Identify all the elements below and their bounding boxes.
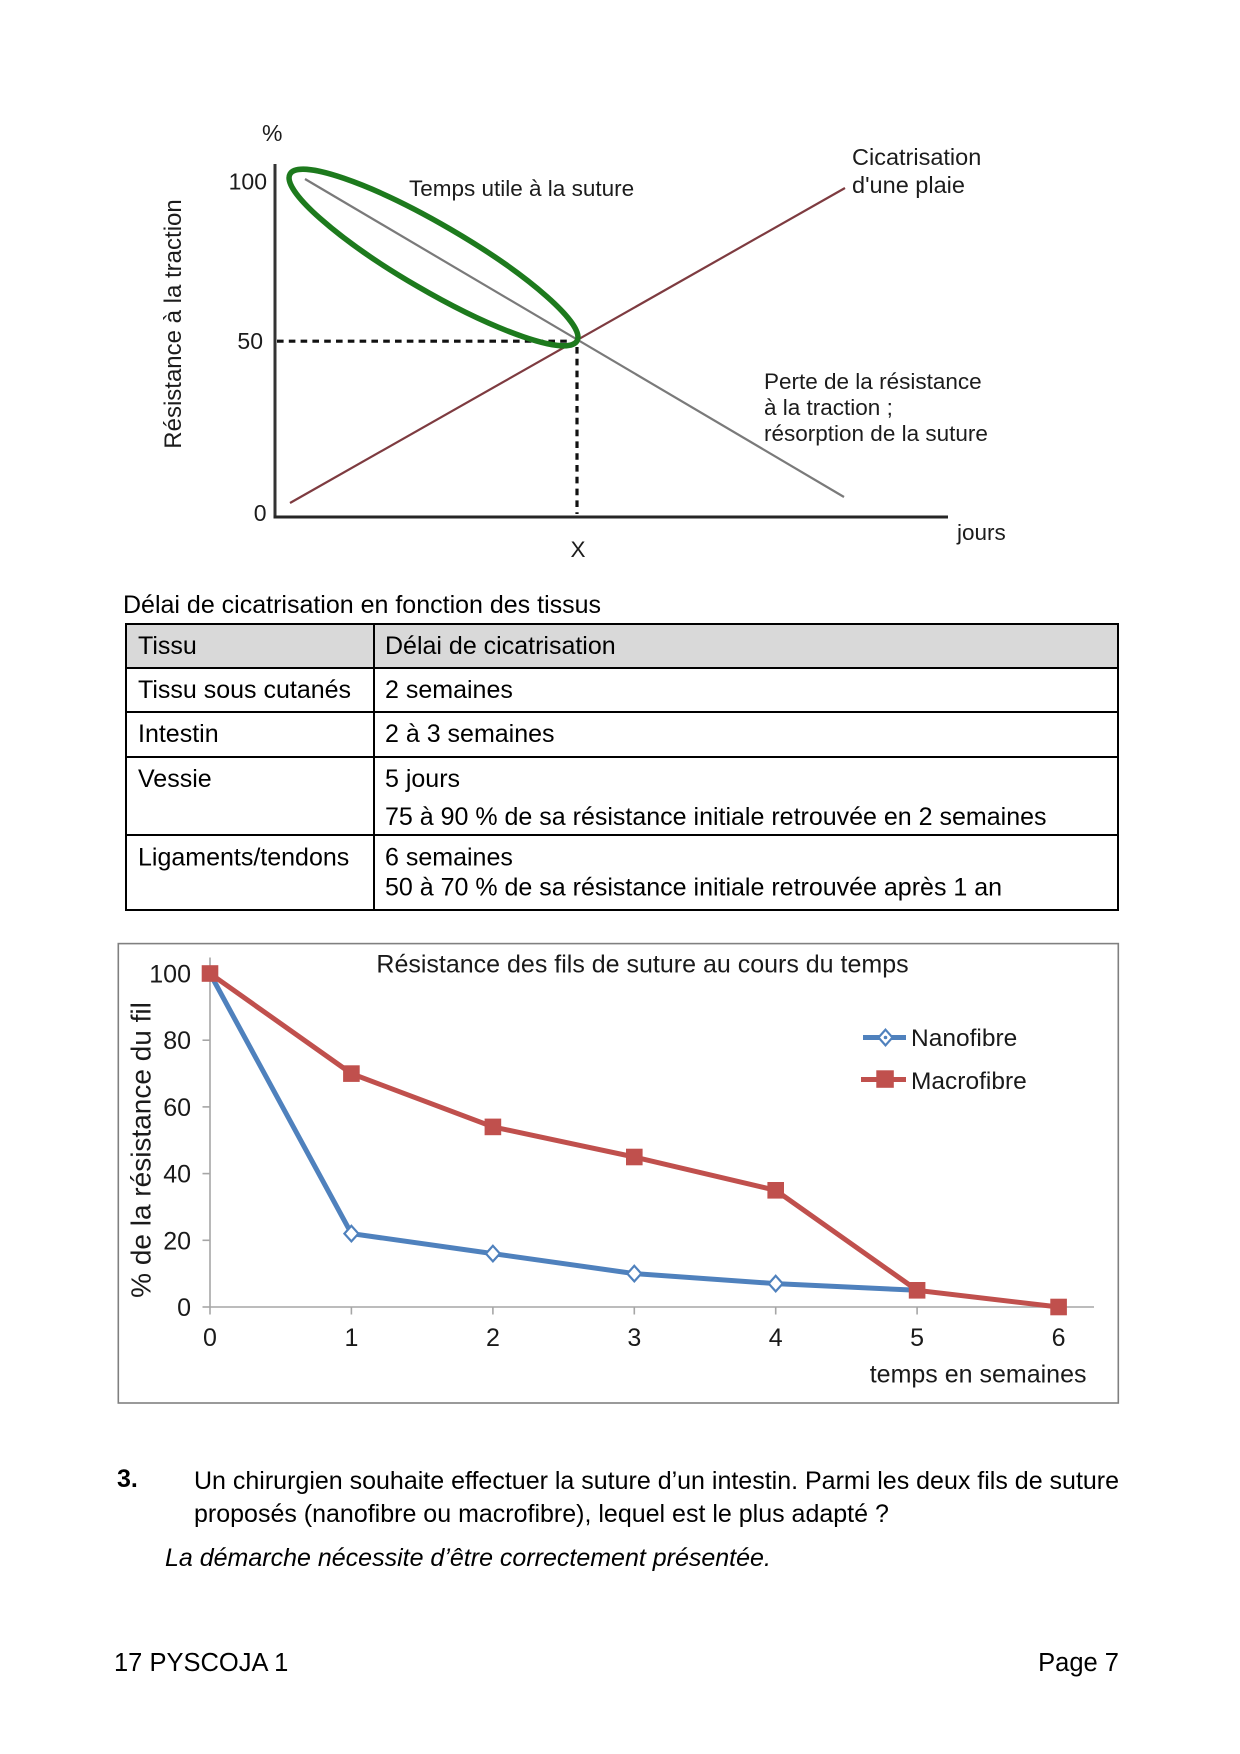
svg-text:résorption de la suture: résorption de la suture <box>764 421 988 446</box>
svg-text:5: 5 <box>910 1324 924 1352</box>
svg-text:Nanofibre: Nanofibre <box>911 1025 1017 1052</box>
svg-text:temps en semaines: temps en semaines <box>870 1361 1087 1389</box>
svg-text:0: 0 <box>203 1324 217 1352</box>
svg-text:6: 6 <box>1052 1324 1066 1352</box>
svg-text:Perte de la résistance: Perte de la résistance <box>764 369 982 394</box>
svg-text:à la traction ;: à la traction ; <box>764 395 893 420</box>
svg-text:Résistance des fils de suture: Résistance des fils de suture au cours d… <box>376 951 908 979</box>
svg-text:Cicatrisation: Cicatrisation <box>852 144 981 170</box>
svg-text:% de la résistance du fil: % de la résistance du fil <box>126 1002 157 1298</box>
svg-text:50: 50 <box>237 328 263 354</box>
svg-text:40: 40 <box>163 1161 191 1189</box>
svg-text:2: 2 <box>486 1324 500 1352</box>
svg-text:Temps utile à la suture: Temps utile à la suture <box>409 176 634 201</box>
svg-text:X: X <box>570 537 585 562</box>
svg-text:Macrofibre: Macrofibre <box>911 1068 1027 1095</box>
svg-text:0: 0 <box>254 500 267 526</box>
svg-text:20: 20 <box>163 1227 191 1255</box>
svg-text:0: 0 <box>177 1294 191 1322</box>
svg-text:100: 100 <box>149 961 191 989</box>
svg-text:d'une plaie: d'une plaie <box>852 172 965 198</box>
svg-text:Résistance à la traction: Résistance à la traction <box>160 199 187 448</box>
svg-text:jours: jours <box>956 520 1006 545</box>
svg-text:3: 3 <box>627 1324 641 1352</box>
svg-text:80: 80 <box>163 1027 191 1055</box>
svg-text:100: 100 <box>229 169 267 195</box>
svg-text:60: 60 <box>163 1094 191 1122</box>
svg-text:4: 4 <box>769 1324 783 1352</box>
svg-text:1: 1 <box>344 1324 358 1352</box>
svg-text:%: % <box>262 120 282 146</box>
